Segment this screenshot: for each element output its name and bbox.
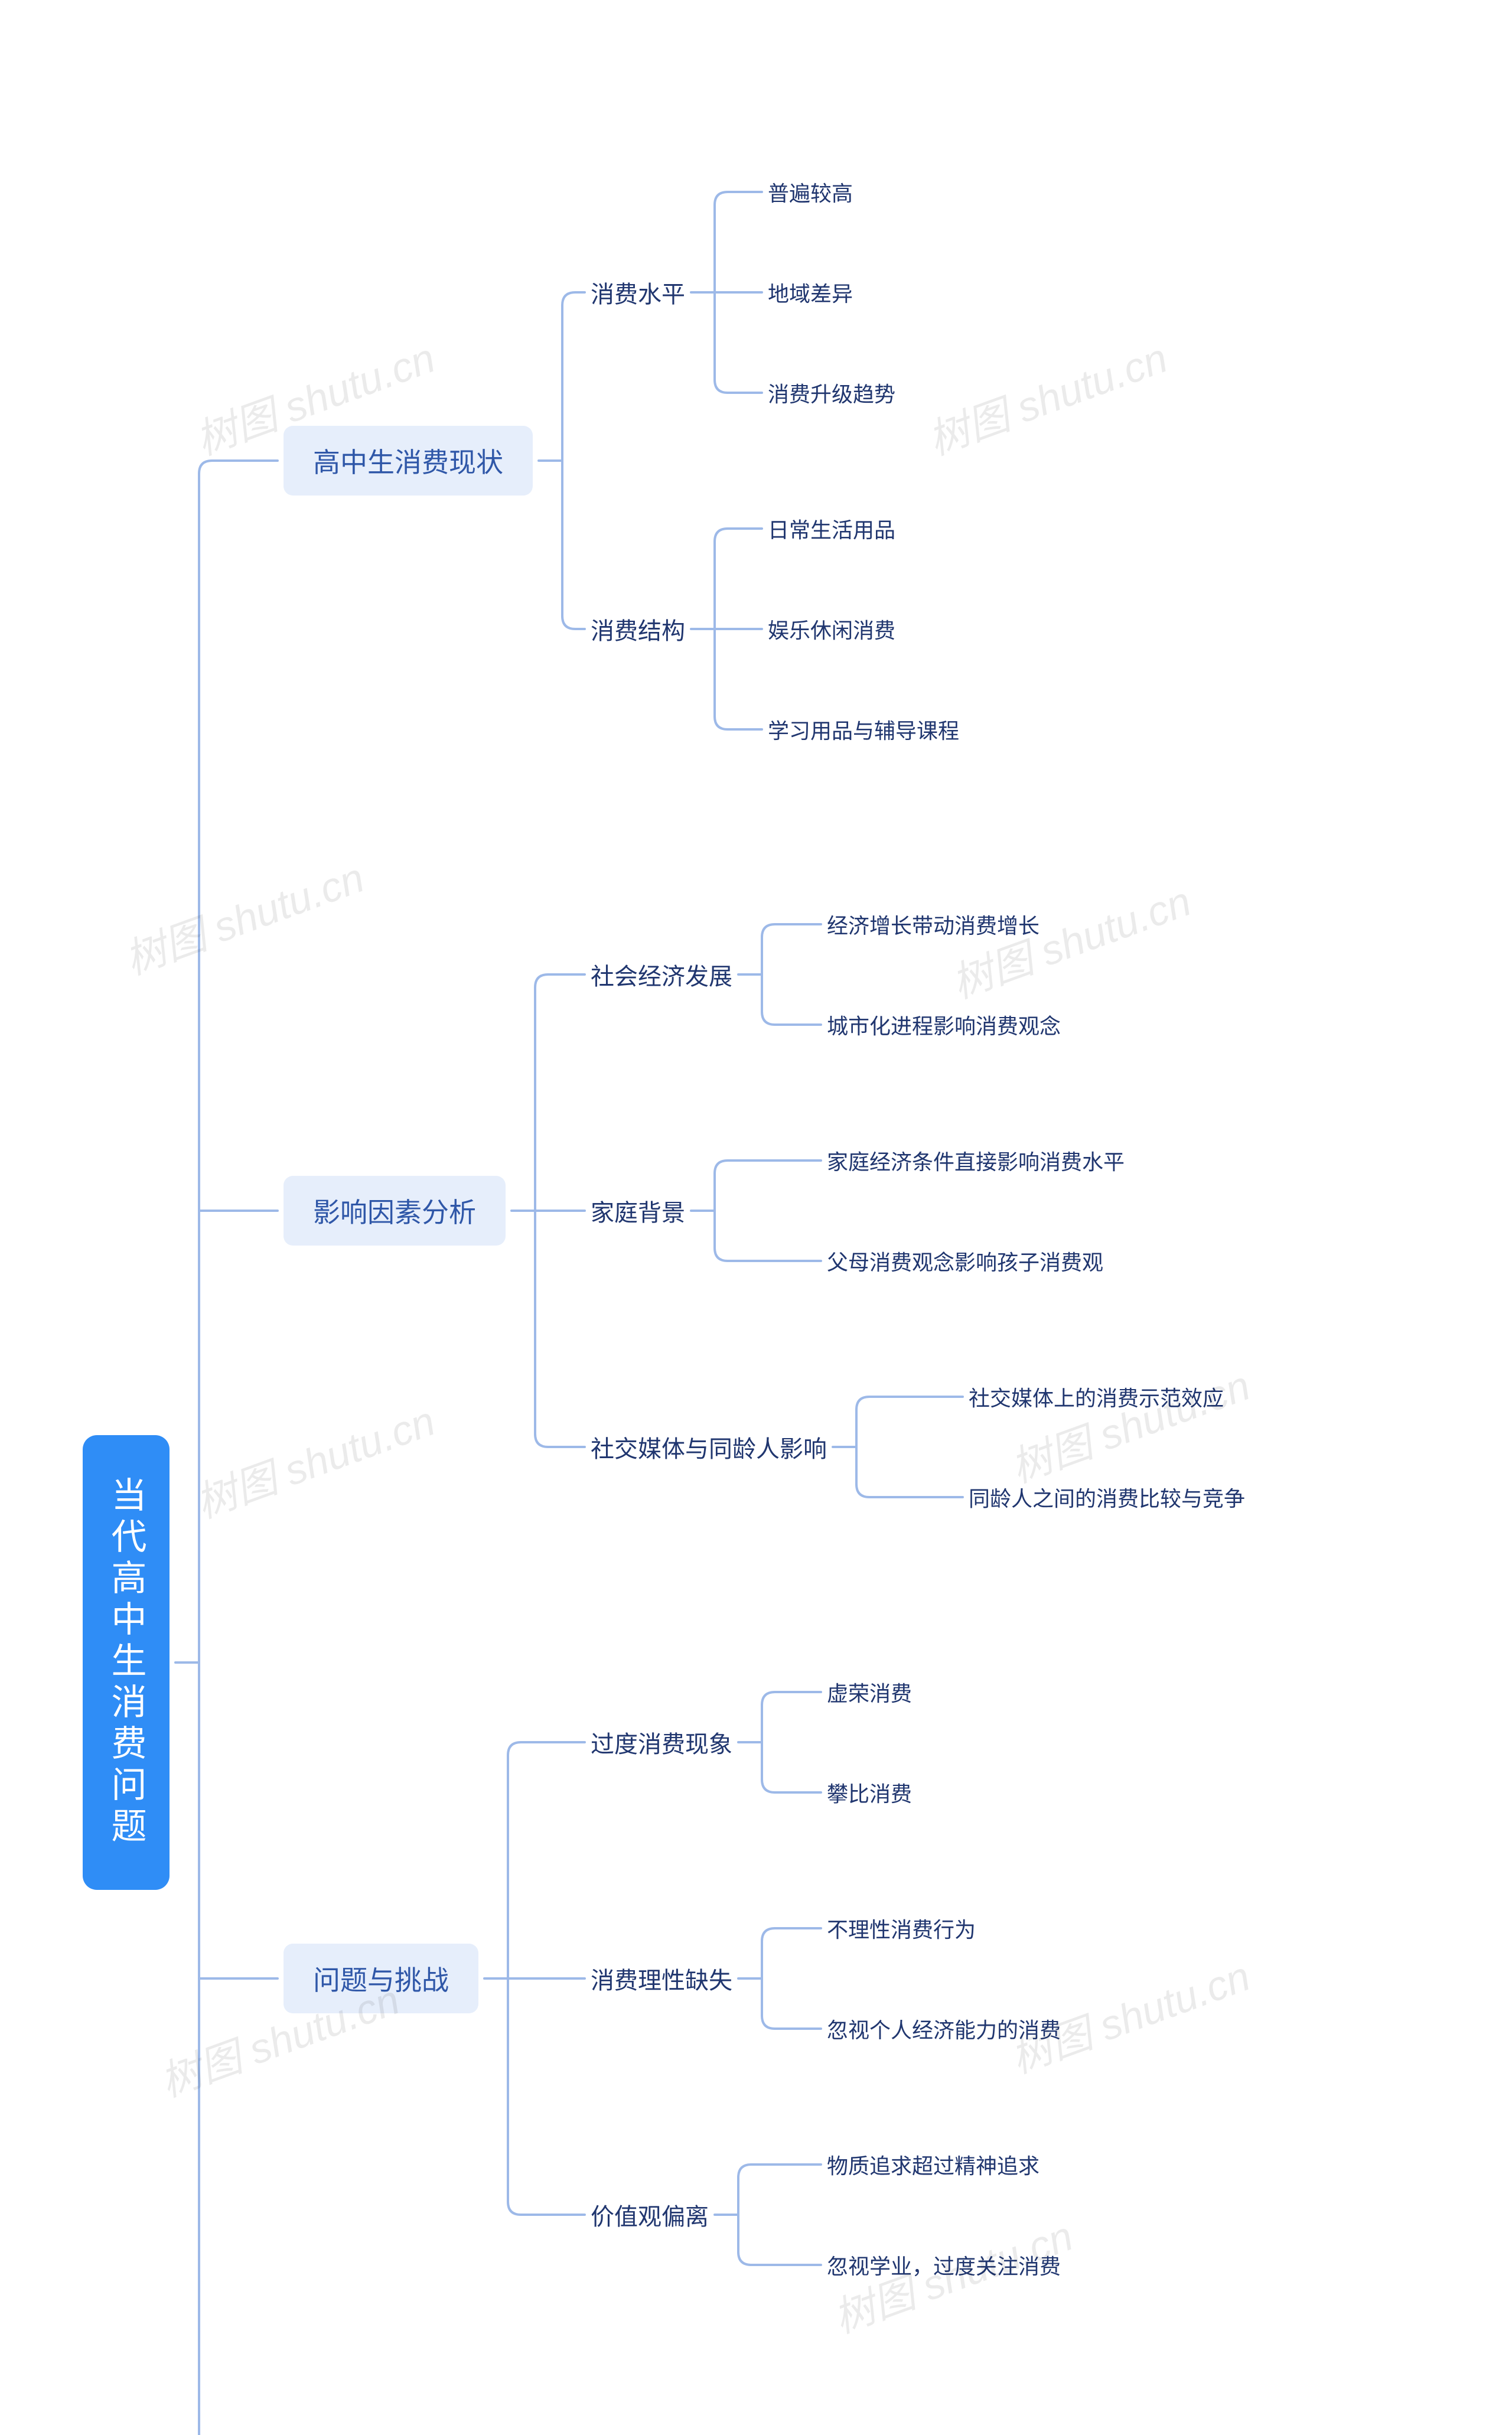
watermark: 树图 shutu.cn (116, 845, 372, 987)
leaf-node[interactable]: 城市化进程影响消费观念 (827, 1003, 1061, 1046)
leaf-node[interactable]: 忽视个人经济能力的消费 (827, 2007, 1061, 2050)
leaf-node[interactable]: 同龄人之间的消费比较与竞争 (969, 1476, 1245, 1518)
connector-layer (0, 0, 1512, 2435)
level2-node[interactable]: 社交媒体与同龄人影响 (591, 1423, 827, 1471)
leaf-node[interactable]: 物质追求超过精神追求 (827, 2143, 1040, 2186)
level1-node[interactable]: 影响因素分析 (284, 1176, 506, 1246)
level1-node[interactable]: 问题与挑战 (284, 1944, 478, 2013)
leaf-node[interactable]: 父母消费观念影响孩子消费观 (827, 1240, 1103, 1282)
leaf-node[interactable]: 忽视学业，过度关注消费 (827, 2244, 1061, 2286)
mindmap-canvas: 普遍较高地域差异消费升级趋势消费水平日常生活用品娱乐休闲消费学习用品与辅导课程消… (0, 0, 1512, 2435)
leaf-node[interactable]: 地域差异 (768, 271, 853, 314)
level1-node[interactable]: 高中生消费现状 (284, 426, 533, 496)
leaf-node[interactable]: 消费升级趋势 (768, 371, 895, 414)
leaf-node[interactable]: 虚荣消费 (827, 1671, 912, 1713)
leaf-node[interactable]: 社交媒体上的消费示范效应 (969, 1375, 1224, 1418)
level2-node[interactable]: 家庭背景 (591, 1186, 685, 1235)
watermark: 树图 shutu.cn (187, 1388, 442, 1530)
level2-node[interactable]: 价值观偏离 (591, 2190, 709, 2239)
leaf-node[interactable]: 攀比消费 (827, 1771, 912, 1814)
watermark: 树图 shutu.cn (919, 325, 1175, 467)
leaf-node[interactable]: 日常生活用品 (768, 507, 895, 550)
watermark: 树图 shutu.cn (1002, 1353, 1257, 1495)
root-node[interactable]: 当代高中生消费问题 (83, 1435, 170, 1890)
level2-node[interactable]: 消费理性缺失 (591, 1954, 732, 2003)
level2-node[interactable]: 过度消费现象 (591, 1718, 732, 1766)
leaf-node[interactable]: 不理性消费行为 (827, 1907, 976, 1950)
level2-node[interactable]: 消费结构 (591, 605, 685, 653)
level2-node[interactable]: 消费水平 (591, 268, 685, 317)
level2-node[interactable]: 社会经济发展 (591, 950, 732, 999)
leaf-node[interactable]: 经济增长带动消费增长 (827, 903, 1040, 946)
leaf-node[interactable]: 娱乐休闲消费 (768, 608, 895, 650)
leaf-node[interactable]: 家庭经济条件直接影响消费水平 (827, 1139, 1125, 1182)
leaf-node[interactable]: 普遍较高 (768, 171, 853, 213)
leaf-node[interactable]: 学习用品与辅导课程 (768, 708, 959, 751)
